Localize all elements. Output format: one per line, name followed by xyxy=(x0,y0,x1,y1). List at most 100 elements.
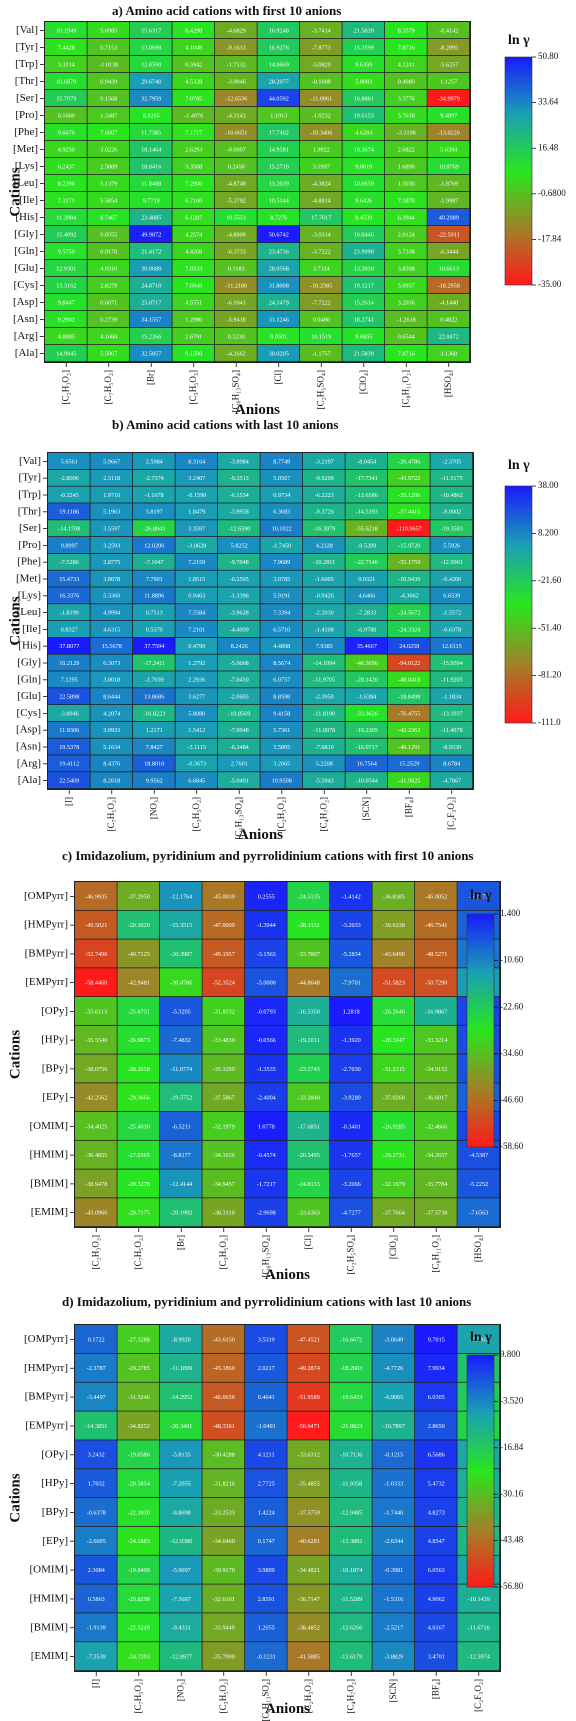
heatmap-cell xyxy=(257,226,300,243)
y-tick-label: [Glu] xyxy=(17,690,41,702)
cell-value-label: 0.9734 xyxy=(273,492,290,499)
heatmap-cell xyxy=(385,107,427,124)
cell-value-label: -3.2033 xyxy=(342,922,361,929)
cell-value-label: -1.2618 xyxy=(397,316,416,323)
x-tick-label: [NO₃] xyxy=(175,1679,185,1701)
heatmap-cell xyxy=(175,671,218,688)
heatmap-cell xyxy=(260,621,303,637)
cell-value-label: -20.3491 xyxy=(170,1423,192,1430)
cell-value-label: -4.5387 xyxy=(469,1152,488,1159)
cell-value-label: -20.1992 xyxy=(170,1210,192,1217)
heatmap-cell xyxy=(260,705,303,721)
heatmap-cell xyxy=(260,637,303,654)
cell-value-label: -27.3288 xyxy=(128,1336,150,1343)
cell-value-label: 0.2450 xyxy=(228,163,245,170)
cell-value-label: 35.4667 xyxy=(357,643,377,650)
cell-value-label: -9.9299 xyxy=(315,475,334,482)
colorbar-tick-label: 1.400 xyxy=(500,908,521,918)
cell-value-label: 24.1479 xyxy=(269,299,289,306)
cell-value-label: 18.8416 xyxy=(141,163,161,170)
cell-value-label: 0.6071 xyxy=(100,299,117,306)
y-tick-label: [Leu] xyxy=(14,177,38,189)
heatmap-cell xyxy=(260,537,303,553)
cell-value-label: 19.4112 xyxy=(59,761,79,768)
heatmap-cell xyxy=(457,1613,500,1642)
heatmap-cell xyxy=(342,22,385,39)
cell-value-label: -11.0774 xyxy=(170,1066,192,1073)
cell-value-label: 0.0555 xyxy=(100,231,117,238)
heatmap-cell xyxy=(175,469,218,486)
cell-value-label: 7.9934 xyxy=(428,1365,445,1372)
heatmap-cell xyxy=(215,209,257,226)
cell-value-label: 5.1379 xyxy=(100,180,117,187)
colorbar xyxy=(504,56,533,286)
cell-value-label: 3.5597 xyxy=(103,526,120,533)
heatmap-cell xyxy=(215,56,257,73)
x-tick-label: [C₇H₅O₂] xyxy=(133,1679,143,1713)
heatmap-cell xyxy=(160,997,202,1025)
cell-value-label: 0.1747 xyxy=(258,1538,275,1545)
cell-value-label: -18.2958 xyxy=(438,282,460,289)
cell-value-label: -0.2505 xyxy=(230,576,249,583)
heatmap-cell xyxy=(45,39,87,56)
cell-value-label: -12.8977 xyxy=(170,1654,192,1661)
heatmap-cell xyxy=(133,469,175,486)
cell-value-label: 0.7153 xyxy=(100,44,117,51)
y-tick-label: [Val] xyxy=(19,455,41,467)
cell-value-label: -12.6590 xyxy=(228,526,250,533)
heatmap-cell xyxy=(415,997,457,1025)
heatmap-cell xyxy=(257,209,300,226)
heatmap-cell xyxy=(388,453,430,469)
cell-value-label: 9.6676 xyxy=(58,129,75,136)
cell-value-label: 4.8547 xyxy=(428,1538,445,1545)
heatmap-cell xyxy=(202,1613,245,1642)
colorbar-tick-label: -46.60 xyxy=(500,1094,524,1104)
cell-value-label: 9.6426 xyxy=(355,197,372,204)
heatmap-cell xyxy=(372,1469,415,1498)
heatmap-cell xyxy=(245,1169,287,1198)
heatmap-cell xyxy=(130,328,172,345)
cell-value-label: -34.6460 xyxy=(213,1538,235,1545)
cell-value-label: -26.9285 xyxy=(383,1123,405,1130)
heatmap-cell xyxy=(287,1555,330,1584)
heatmap-cell xyxy=(415,1198,457,1227)
cell-value-label: -3.9984 xyxy=(230,458,249,465)
cell-value-label: 5.5854 xyxy=(100,197,117,204)
cell-value-label: -35.4855 xyxy=(298,1481,320,1488)
colorbar-tick-label: -22.60 xyxy=(500,1001,524,1011)
cell-value-label: -38.0756 xyxy=(85,1066,107,1073)
cell-value-label: -0.6378 xyxy=(87,1509,106,1516)
cell-value-label: -26.8943 xyxy=(143,526,165,533)
cell-value-label: 49.9872 xyxy=(141,231,161,238)
y-tick-label: [Asp] xyxy=(16,724,41,736)
heatmap-cell xyxy=(260,654,303,671)
cell-value-label: -6.3444 xyxy=(439,248,458,255)
y-tick-label: [Lys] xyxy=(18,589,41,601)
cell-value-label: -11.9705 xyxy=(313,677,335,684)
heatmap-cell xyxy=(300,158,342,175)
cell-value-label: 24.8710 xyxy=(141,282,161,289)
x-tick-label: [BF₄] xyxy=(403,797,413,817)
heatmap-cell xyxy=(172,56,215,73)
heatmap-panel-1: a) Amino acid cations with first 10 anio… xyxy=(7,3,566,418)
cell-value-label: 22.5409 xyxy=(59,778,79,785)
heatmap-cell xyxy=(427,107,470,124)
cell-value-label: -40.7125 xyxy=(128,951,150,958)
heatmap-cell xyxy=(345,570,388,587)
cell-value-label: -38.9478 xyxy=(85,1181,107,1188)
cell-value-label: 3.1997 xyxy=(313,163,330,170)
cell-value-label: 2.8650 xyxy=(428,1423,445,1430)
heatmap-cell xyxy=(45,328,87,345)
heatmap-cell xyxy=(330,968,372,997)
cell-value-label: -6.9065 xyxy=(384,1394,403,1401)
cell-value-label: 11.8896 xyxy=(144,593,164,600)
heatmap-cell xyxy=(245,939,287,968)
heatmap-cell xyxy=(45,22,87,39)
cell-value-label: -17.7341 xyxy=(356,475,378,482)
cell-value-label: -4.3062 xyxy=(400,593,419,600)
heatmap-cell xyxy=(430,503,473,520)
cell-value-label: -16.3079 xyxy=(313,526,335,533)
heatmap-cell xyxy=(415,910,457,939)
cell-value-label: 5.8252 xyxy=(231,542,248,549)
heatmap-cell xyxy=(133,587,175,604)
